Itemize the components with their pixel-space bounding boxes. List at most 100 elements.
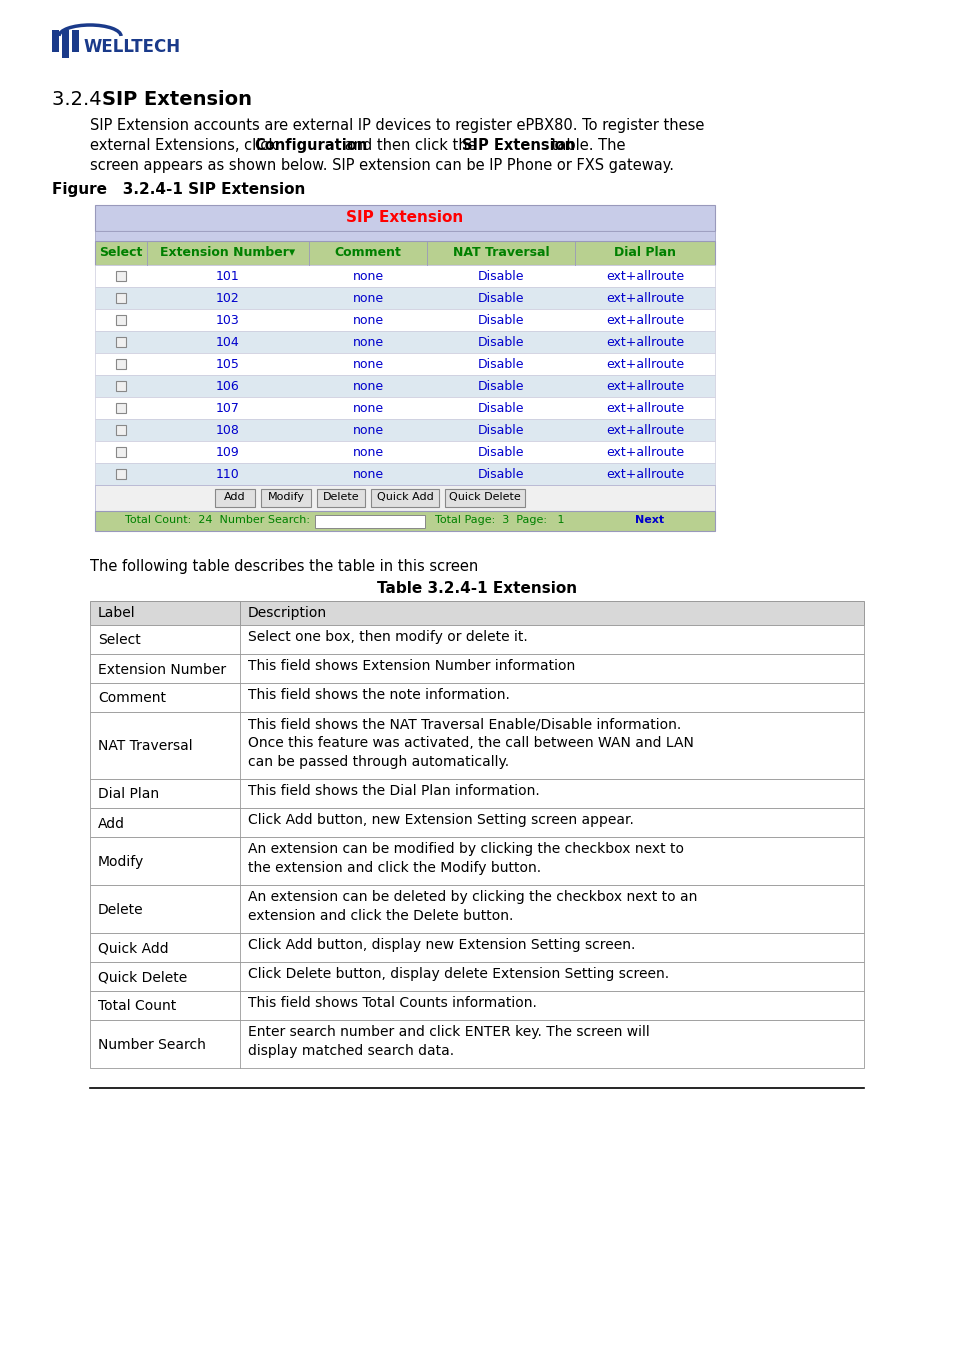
Bar <box>90 933 863 963</box>
Text: none: none <box>352 379 383 393</box>
Bar <box>95 485 714 512</box>
Text: Comment: Comment <box>98 691 166 706</box>
Text: NAT Traversal: NAT Traversal <box>453 246 549 259</box>
Text: Disable: Disable <box>477 315 524 327</box>
Text: This field shows the note information.: This field shows the note information. <box>248 688 509 702</box>
Bar <box>95 265 714 288</box>
Text: Quick Add: Quick Add <box>376 491 433 502</box>
Text: none: none <box>352 292 383 305</box>
Text: Number Search: Number Search <box>98 1038 206 1052</box>
Text: This field shows Extension Number information: This field shows Extension Number inform… <box>248 659 575 674</box>
Bar <box>95 242 714 265</box>
Bar <box>95 231 714 242</box>
Bar <box>116 359 126 369</box>
Text: external Extensions, click: external Extensions, click <box>90 138 281 153</box>
Bar <box>371 489 438 508</box>
Text: screen appears as shown below. SIP extension can be IP Phone or FXS gateway.: screen appears as shown below. SIP exten… <box>90 158 673 173</box>
Text: This field shows Total Counts information.: This field shows Total Counts informatio… <box>248 996 537 1010</box>
Text: Total Count:  24  Number Search:: Total Count: 24 Number Search: <box>125 514 310 525</box>
Bar <box>90 991 863 1021</box>
Text: ext+allroute: ext+allroute <box>605 379 683 393</box>
Bar <box>95 418 714 441</box>
Text: Disable: Disable <box>477 292 524 305</box>
Text: Select: Select <box>98 633 141 648</box>
Text: ext+allroute: ext+allroute <box>605 358 683 371</box>
Text: Add: Add <box>98 817 125 830</box>
Text: WELLTECH: WELLTECH <box>84 38 181 55</box>
Text: ext+allroute: ext+allroute <box>605 270 683 284</box>
Bar <box>62 30 69 58</box>
Text: Disable: Disable <box>477 402 524 414</box>
Text: Select one box, then modify or delete it.: Select one box, then modify or delete it… <box>248 630 527 644</box>
Text: Add: Add <box>224 491 246 502</box>
Text: Delete: Delete <box>98 903 144 917</box>
Text: Select: Select <box>99 246 143 259</box>
Bar <box>116 425 126 435</box>
Bar <box>90 963 863 991</box>
Text: 102: 102 <box>216 292 239 305</box>
Bar <box>116 315 126 325</box>
Text: Comment: Comment <box>335 246 401 259</box>
Text: Quick Delete: Quick Delete <box>449 491 520 502</box>
Text: 110: 110 <box>216 468 239 481</box>
Bar <box>95 463 714 485</box>
Text: Disable: Disable <box>477 468 524 481</box>
Bar <box>90 625 863 653</box>
Text: ext+allroute: ext+allroute <box>605 292 683 305</box>
Text: This field shows the Dial Plan information.: This field shows the Dial Plan informati… <box>248 784 539 798</box>
Text: Next: Next <box>635 514 663 525</box>
Text: extension and click the Delete button.: extension and click the Delete button. <box>248 909 513 923</box>
Bar <box>90 837 863 886</box>
Bar <box>52 30 59 53</box>
Text: Disable: Disable <box>477 379 524 393</box>
Bar <box>116 381 126 392</box>
Bar <box>95 441 714 463</box>
Text: can be passed through automatically.: can be passed through automatically. <box>248 755 509 770</box>
Text: none: none <box>352 336 383 350</box>
Text: 108: 108 <box>215 424 240 437</box>
Text: Disable: Disable <box>477 336 524 350</box>
Bar <box>95 397 714 418</box>
Text: An extension can be deleted by clicking the checkbox next to an: An extension can be deleted by clicking … <box>248 890 697 905</box>
Text: Disable: Disable <box>477 446 524 459</box>
Text: ext+allroute: ext+allroute <box>605 402 683 414</box>
Text: ext+allroute: ext+allroute <box>605 336 683 350</box>
Text: The following table describes the table in this screen: The following table describes the table … <box>90 559 477 574</box>
Text: Delete: Delete <box>322 491 359 502</box>
Text: Total Page:  3  Page:   1: Total Page: 3 Page: 1 <box>435 514 564 525</box>
Text: Click Add button, display new Extension Setting screen.: Click Add button, display new Extension … <box>248 938 635 952</box>
Bar <box>95 331 714 352</box>
Text: Label: Label <box>98 606 135 620</box>
Text: 109: 109 <box>216 446 239 459</box>
Text: Click Add button, new Extension Setting screen appear.: Click Add button, new Extension Setting … <box>248 813 633 828</box>
Bar <box>116 404 126 413</box>
Text: Configuration: Configuration <box>254 138 368 153</box>
Text: SIP Extension: SIP Extension <box>102 90 252 109</box>
Text: Modify: Modify <box>267 491 304 502</box>
Text: Table 3.2.4-1 Extension: Table 3.2.4-1 Extension <box>376 580 577 595</box>
Text: Enter search number and click ENTER key. The screen will: Enter search number and click ENTER key.… <box>248 1025 649 1040</box>
Text: and then click the: and then click the <box>339 138 480 153</box>
Text: Total Count: Total Count <box>98 999 176 1014</box>
Text: the extension and click the Modify button.: the extension and click the Modify butto… <box>248 861 540 875</box>
Bar <box>116 271 126 281</box>
Text: SIP Extension accounts are external IP devices to register ePBX80. To register t: SIP Extension accounts are external IP d… <box>90 117 703 134</box>
Text: ext+allroute: ext+allroute <box>605 446 683 459</box>
Bar <box>90 601 863 625</box>
Bar <box>90 1021 863 1068</box>
Text: Extension Number: Extension Number <box>98 663 226 676</box>
Text: Disable: Disable <box>477 270 524 284</box>
Bar <box>90 683 863 711</box>
Text: Description: Description <box>248 606 327 620</box>
Bar <box>95 309 714 331</box>
Text: none: none <box>352 424 383 437</box>
Text: display matched search data.: display matched search data. <box>248 1044 454 1058</box>
Bar <box>316 489 365 508</box>
Bar <box>95 352 714 375</box>
Bar <box>314 514 424 528</box>
Bar <box>95 512 714 531</box>
Text: ext+allroute: ext+allroute <box>605 315 683 327</box>
Text: none: none <box>352 468 383 481</box>
Text: Once this feature was activated, the call between WAN and LAN: Once this feature was activated, the cal… <box>248 736 693 751</box>
Text: 105: 105 <box>215 358 240 371</box>
